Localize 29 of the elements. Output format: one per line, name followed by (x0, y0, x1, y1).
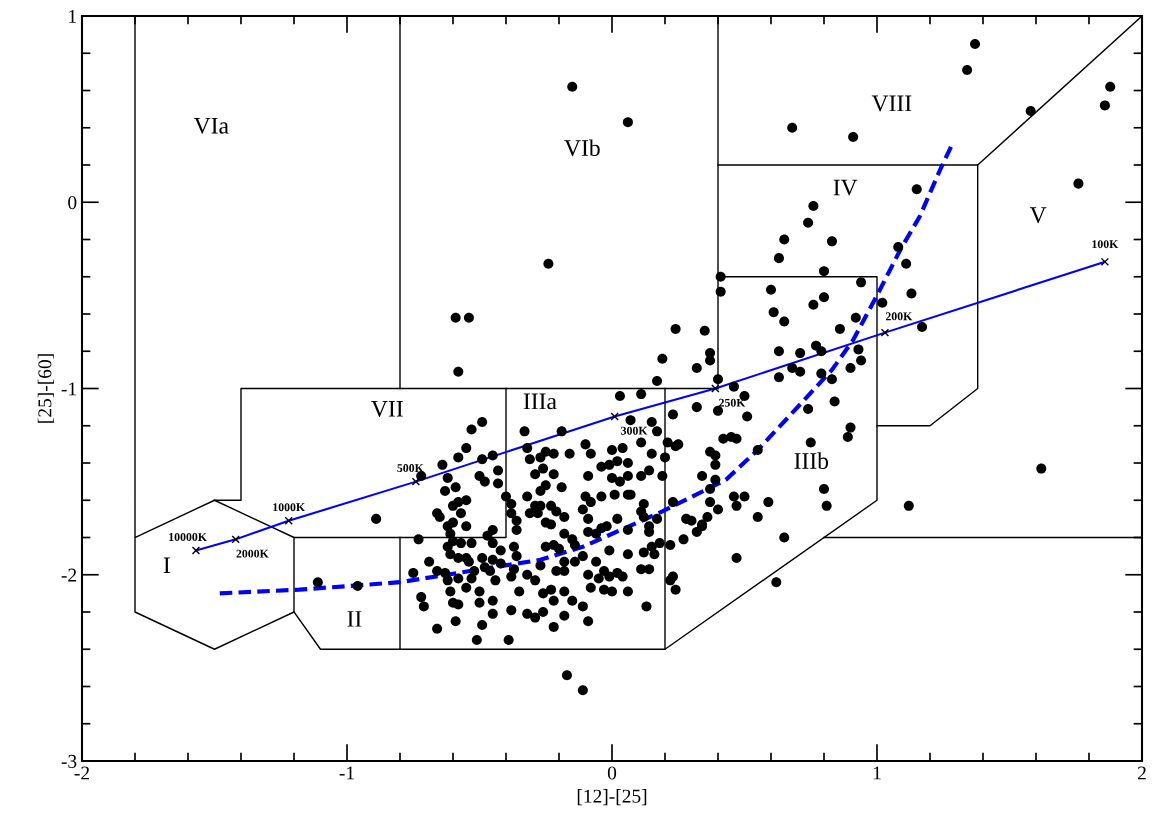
annotation: 1000K (273, 503, 305, 512)
y-tick-label: -1 (61, 382, 76, 396)
y-tick-label: 1 (69, 9, 76, 23)
y-tick-label: 0 (68, 196, 77, 210)
annotation: 300K (621, 426, 648, 435)
annotation: IIIa (523, 393, 557, 410)
y-axis-title: [25]-[60] (37, 354, 54, 423)
annotation: 200K (885, 312, 913, 321)
annotation: V (1029, 207, 1047, 224)
annotation: II (347, 611, 362, 627)
annotation: 2000K (236, 549, 269, 558)
y-tick-label: -3 (61, 754, 77, 768)
annotation: VIb (564, 139, 600, 157)
x-tick-label: 0 (607, 766, 617, 780)
x-tick-label: 2 (1137, 766, 1146, 780)
annotation: 100K (1092, 240, 1119, 249)
x-tick-label: 1 (873, 766, 881, 780)
annotation: VIII (871, 95, 912, 112)
annotation: 250K (719, 398, 746, 407)
annotation: 500K (397, 464, 424, 473)
annotation: 10000K (169, 533, 207, 541)
annotation: VII (371, 401, 403, 417)
annotation: I (163, 557, 170, 573)
x-axis-title: [12]-[25] (577, 789, 647, 806)
x-tick-label: -1 (339, 766, 354, 780)
annotation: VIa (193, 117, 229, 134)
annotation: IV (833, 179, 858, 196)
y-tick-label: -2 (61, 568, 77, 582)
annotation: IIIb (794, 452, 829, 469)
